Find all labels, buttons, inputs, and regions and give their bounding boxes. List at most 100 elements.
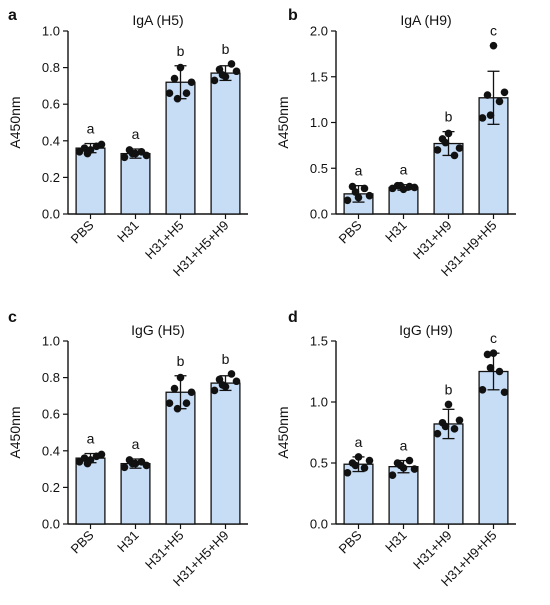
y-tick-label: 0.5 bbox=[310, 456, 328, 471]
data-point bbox=[489, 349, 498, 358]
significance-letter: a bbox=[355, 434, 363, 450]
data-point bbox=[388, 471, 397, 480]
y-tick-label: 0.0 bbox=[310, 207, 328, 222]
data-point bbox=[483, 350, 492, 359]
data-point bbox=[455, 144, 464, 152]
significance-letter: a bbox=[132, 436, 140, 452]
chart-title: IgA (H5) bbox=[132, 12, 183, 28]
y-tick-label: 0.6 bbox=[42, 407, 60, 422]
y-tick-label: 0.4 bbox=[42, 443, 60, 458]
data-point bbox=[489, 41, 498, 50]
bar bbox=[478, 370, 509, 525]
y-tick-label: 0.0 bbox=[42, 517, 60, 532]
x-tick-label: H31+H9 bbox=[410, 528, 455, 573]
data-point bbox=[365, 456, 374, 465]
data-point bbox=[83, 149, 92, 158]
data-point bbox=[433, 429, 442, 438]
data-point bbox=[450, 425, 459, 433]
significance-letter: c bbox=[490, 330, 497, 346]
data-point bbox=[210, 386, 219, 395]
data-point bbox=[128, 149, 137, 158]
y-tick-label: 1.0 bbox=[42, 334, 60, 349]
y-tick-label: 1.5 bbox=[310, 334, 328, 349]
data-point bbox=[354, 453, 363, 461]
panel-label: b bbox=[288, 7, 298, 24]
data-point bbox=[142, 461, 151, 470]
panel-label: d bbox=[288, 309, 298, 326]
x-tick-label: PBS bbox=[68, 217, 97, 246]
y-axis-label: A450nm bbox=[275, 96, 291, 148]
data-point bbox=[455, 416, 464, 425]
significance-letter: b bbox=[177, 43, 185, 59]
y-tick-label: 0.0 bbox=[310, 517, 328, 532]
y-tick-label: 0.2 bbox=[42, 170, 60, 185]
data-point bbox=[120, 153, 129, 162]
y-tick-label: 1.0 bbox=[310, 395, 328, 410]
y-tick-label: 0.2 bbox=[42, 480, 60, 495]
data-point bbox=[500, 88, 509, 97]
data-point bbox=[142, 151, 151, 160]
y-tick-label: 0.8 bbox=[42, 370, 60, 385]
data-point bbox=[483, 91, 492, 99]
data-point bbox=[128, 459, 137, 468]
y-axis-label: A450nm bbox=[275, 406, 291, 458]
data-point bbox=[182, 399, 191, 408]
data-point bbox=[343, 196, 352, 205]
y-tick-label: 2.0 bbox=[310, 24, 328, 39]
data-point bbox=[450, 151, 459, 160]
data-point bbox=[396, 181, 405, 190]
data-point bbox=[97, 140, 106, 149]
data-point bbox=[187, 388, 196, 397]
panel-label: a bbox=[8, 7, 17, 24]
data-point bbox=[444, 129, 453, 138]
significance-letter: a bbox=[400, 162, 408, 178]
bar bbox=[165, 391, 196, 525]
data-point bbox=[343, 468, 352, 477]
bar bbox=[165, 81, 196, 215]
chart-title: IgG (H9) bbox=[399, 322, 453, 338]
chart-title: IgG (H5) bbox=[131, 322, 185, 338]
significance-letter: b bbox=[445, 381, 453, 397]
data-point bbox=[170, 74, 179, 83]
y-tick-label: 1.0 bbox=[310, 115, 328, 130]
data-point bbox=[410, 465, 419, 473]
data-point bbox=[232, 67, 241, 76]
y-tick-label: 1.0 bbox=[42, 24, 60, 39]
data-point bbox=[441, 138, 450, 147]
data-point bbox=[495, 367, 504, 376]
bar bbox=[210, 72, 241, 215]
significance-letter: b bbox=[177, 353, 185, 369]
y-tick-label: 0.4 bbox=[42, 133, 60, 148]
data-point bbox=[405, 456, 414, 465]
data-point bbox=[500, 388, 509, 397]
data-point bbox=[444, 400, 453, 409]
data-point bbox=[187, 78, 196, 87]
data-point bbox=[173, 404, 182, 413]
y-tick-label: 0.8 bbox=[42, 60, 60, 75]
data-point bbox=[170, 384, 179, 393]
data-point bbox=[351, 461, 360, 470]
significance-letter: b bbox=[222, 351, 230, 367]
bar bbox=[75, 457, 106, 525]
data-point bbox=[210, 76, 219, 85]
data-point bbox=[396, 461, 405, 470]
y-tick-label: 0.0 bbox=[42, 207, 60, 222]
significance-letter: a bbox=[132, 126, 140, 142]
y-tick-label: 0.6 bbox=[42, 97, 60, 112]
data-point bbox=[478, 386, 487, 394]
y-axis-label: A450nm bbox=[7, 96, 23, 148]
data-point bbox=[97, 450, 106, 459]
bar bbox=[120, 462, 151, 525]
y-axis-label: A450nm bbox=[7, 406, 23, 458]
significance-letter: a bbox=[355, 163, 363, 179]
data-point bbox=[83, 459, 92, 468]
data-point bbox=[360, 184, 369, 193]
data-point bbox=[165, 399, 174, 408]
data-point bbox=[360, 464, 369, 472]
data-point bbox=[441, 422, 450, 431]
data-point bbox=[351, 188, 360, 196]
data-point bbox=[173, 94, 182, 103]
y-tick-label: 0.5 bbox=[310, 161, 328, 176]
data-point bbox=[120, 463, 129, 472]
x-tick-label: H31 bbox=[382, 218, 409, 245]
